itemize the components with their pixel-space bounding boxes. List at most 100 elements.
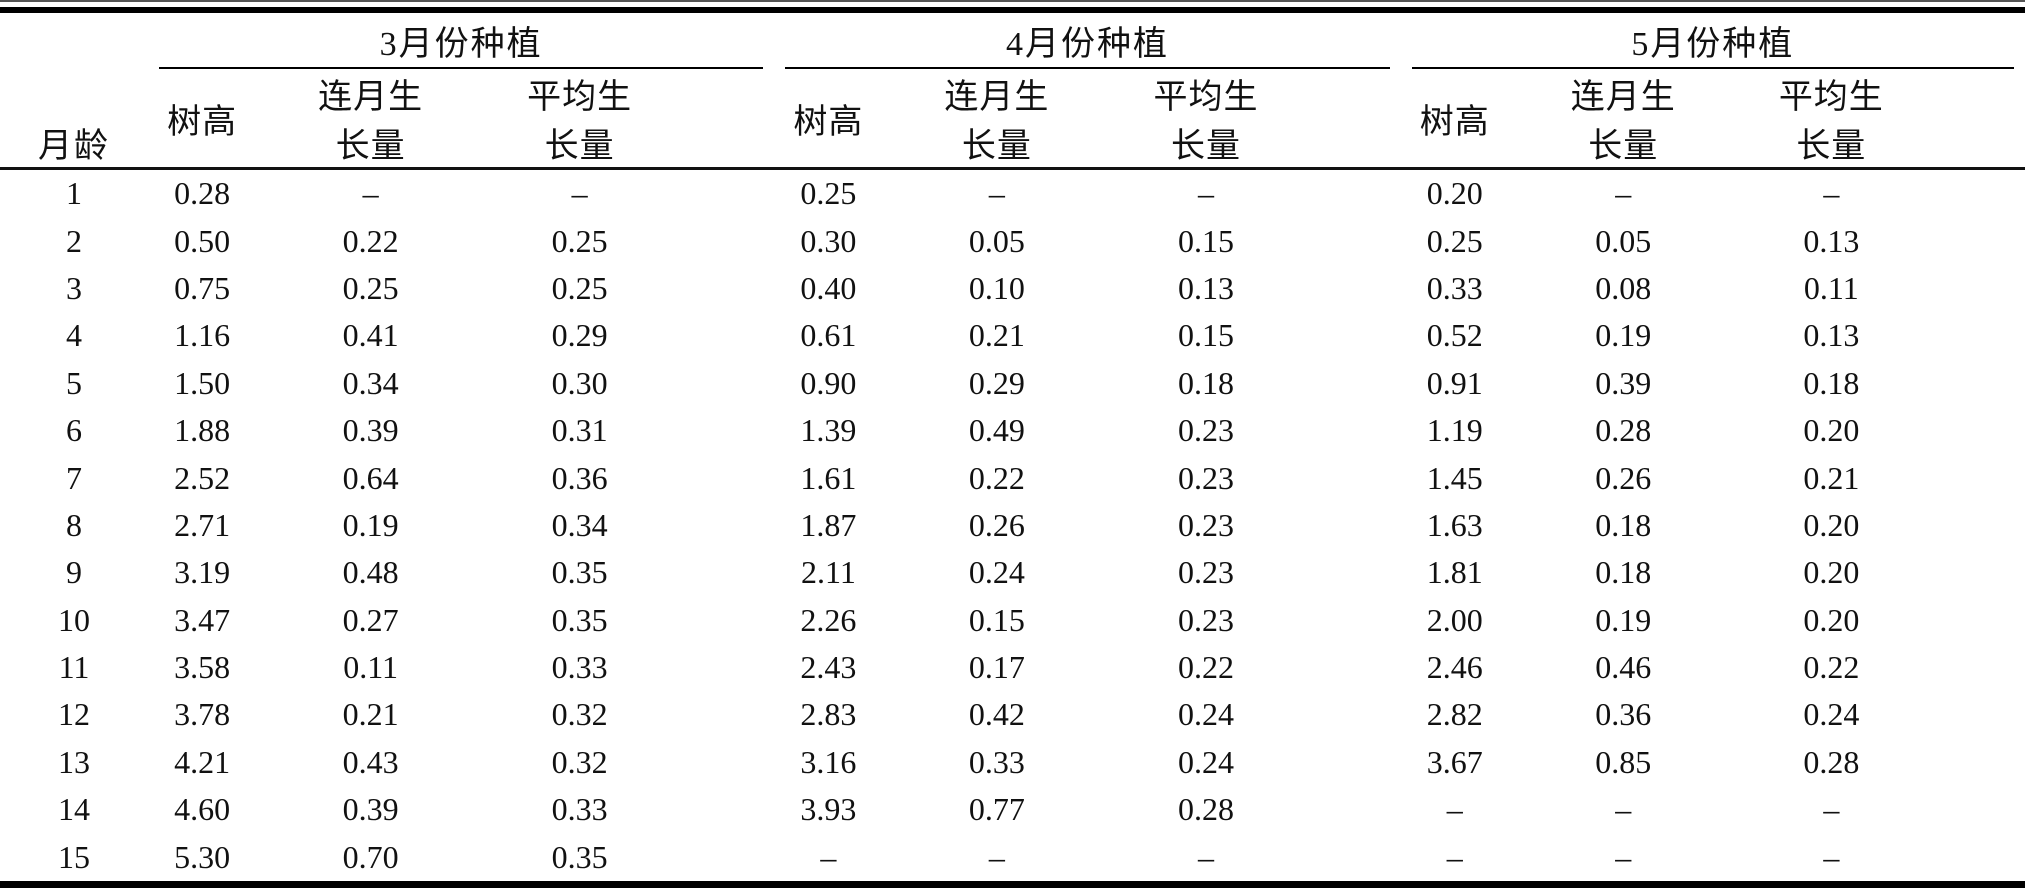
value-cell: 0.10 — [968, 269, 1025, 306]
subheader-april-monthly-growth: 连月生长量 — [944, 79, 1050, 165]
month-age-cell: 14 — [57, 791, 90, 828]
table-row: 15 5.30 0.70 0.35 – – – – – – — [0, 833, 2025, 884]
value-cell: 0.13 — [1177, 269, 1234, 306]
value-cell: 0.46 — [1595, 649, 1652, 686]
value-cell: 2.52 — [174, 459, 231, 496]
value-cell: 0.28 — [1803, 743, 1860, 780]
value-cell: 0.64 — [342, 459, 399, 496]
value-cell: 0.35 — [551, 601, 608, 638]
value-cell: 0.35 — [551, 838, 608, 875]
subheader-april-average-growth: 平均生长量 — [1153, 79, 1259, 165]
table-row: 8 2.71 0.19 0.34 1.87 0.26 0.23 1.63 0.18 0.20 — [0, 502, 2025, 549]
value-cell: 0.15 — [1177, 317, 1234, 354]
value-cell: 0.18 — [1595, 506, 1652, 543]
group-header-may-label: 5月份种植 — [1411, 13, 2014, 69]
value-cell: 0.26 — [968, 506, 1025, 543]
table-row: 1 0.28 – – 0.25 – – 0.20 – – — [0, 169, 2025, 218]
value-cell: 0.20 — [1803, 412, 1860, 449]
value-cell: 3.58 — [174, 649, 231, 686]
value-cell: 0.27 — [342, 601, 399, 638]
value-cell: 0.49 — [968, 412, 1025, 449]
value-cell: 0.20 — [1426, 175, 1483, 212]
group-header-may: 5月份种植 — [1401, 10, 2025, 69]
value-cell: 0.05 — [1595, 222, 1652, 259]
value-cell: 0.77 — [968, 791, 1025, 828]
value-cell: 0.22 — [342, 222, 399, 259]
value-cell: 0.32 — [551, 696, 608, 733]
top-hairline-rule — [0, 0, 2025, 2]
value-cell: 4.60 — [174, 791, 231, 828]
value-cell: 0.31 — [551, 412, 608, 449]
value-cell: 0.34 — [342, 364, 399, 401]
group-header-april-label: 4月份种植 — [785, 13, 1390, 69]
value-cell: 1.50 — [174, 364, 231, 401]
value-cell: – — [1615, 175, 1632, 212]
value-cell: 2.00 — [1426, 601, 1483, 638]
month-age-cell: 10 — [57, 601, 90, 638]
table-row: 10 3.47 0.27 0.35 2.26 0.15 0.23 2.00 0.19 0.20 — [0, 597, 2025, 644]
subheader-march-monthly-growth: 连月生长量 — [318, 79, 424, 165]
value-cell: 0.39 — [1595, 364, 1652, 401]
table-row: 2 0.50 0.22 0.25 0.30 0.05 0.15 0.25 0.05 0.13 — [0, 217, 2025, 264]
value-cell: 0.39 — [342, 412, 399, 449]
value-cell: 3.78 — [174, 696, 231, 733]
value-cell: 0.26 — [1595, 459, 1652, 496]
growth-data-table: 月龄 3月份种植 4月份种植 5月份种植 树高 连月生长量 平均生长量 树高 连… — [0, 7, 2025, 888]
table-row: 6 1.88 0.39 0.31 1.39 0.49 0.23 1.19 0.28 0.20 — [0, 407, 2025, 454]
value-cell: 0.18 — [1595, 554, 1652, 591]
subheader-march-average-growth: 平均生长量 — [527, 79, 633, 165]
value-cell: 0.36 — [551, 459, 608, 496]
value-cell: 0.20 — [1803, 506, 1860, 543]
table-row: 13 4.21 0.43 0.32 3.16 0.33 0.24 3.67 0.85 0.28 — [0, 739, 2025, 786]
value-cell: 0.40 — [800, 269, 857, 306]
value-cell: 0.13 — [1803, 222, 1860, 259]
month-age-cell: 2 — [65, 222, 82, 259]
value-cell: 0.33 — [1426, 269, 1483, 306]
month-age-cell: 12 — [57, 696, 90, 733]
value-cell: 0.20 — [1803, 601, 1860, 638]
subcolumn-header-row: 树高 连月生长量 平均生长量 树高 连月生长量 平均生长量 树高 连月生长量 平… — [0, 69, 2025, 169]
value-cell: 0.91 — [1426, 364, 1483, 401]
value-cell: 0.23 — [1177, 601, 1234, 638]
value-cell: 2.43 — [800, 649, 857, 686]
month-age-cell: 11 — [58, 649, 90, 686]
group-header-march-label: 3月份种植 — [158, 13, 764, 69]
value-cell: 0.36 — [1595, 696, 1652, 733]
value-cell: 0.33 — [551, 649, 608, 686]
group-header-march: 3月份种植 — [148, 10, 774, 69]
corner-header-month-age: 月龄 — [37, 128, 110, 165]
value-cell: – — [1823, 838, 1840, 875]
value-cell: 0.33 — [968, 743, 1025, 780]
value-cell: 0.19 — [1595, 601, 1652, 638]
value-cell: 1.63 — [1426, 506, 1483, 543]
value-cell: 0.21 — [968, 317, 1025, 354]
value-cell: 1.88 — [174, 412, 231, 449]
value-cell: 3.19 — [174, 554, 231, 591]
value-cell: 0.11 — [343, 649, 398, 686]
group-header-row: 月龄 3月份种植 4月份种植 5月份种植 — [0, 10, 2025, 165]
group-header-april: 4月份种植 — [774, 10, 1400, 69]
value-cell: 1.39 — [800, 412, 857, 449]
value-cell: 0.48 — [342, 554, 399, 591]
value-cell: 0.19 — [342, 506, 399, 543]
subheader-april-tree-height: 树高 — [793, 103, 864, 141]
value-cell: – — [820, 838, 837, 875]
table-body: 1 0.28 – – 0.25 – – 0.20 – – 2 0.50 0.22 0.25 0.30 0.05… — [0, 169, 2025, 885]
value-cell: – — [1197, 838, 1214, 875]
value-cell: 0.22 — [1803, 649, 1860, 686]
value-cell: 2.83 — [800, 696, 857, 733]
value-cell: – — [1446, 838, 1463, 875]
value-cell: 1.16 — [174, 317, 231, 354]
month-age-cell: 9 — [65, 554, 82, 591]
value-cell: 0.24 — [968, 554, 1025, 591]
month-age-cell: 5 — [65, 364, 82, 401]
value-cell: 2.11 — [801, 554, 856, 591]
value-cell: 0.23 — [1177, 554, 1234, 591]
value-cell: 0.19 — [1595, 317, 1652, 354]
value-cell: 0.18 — [1177, 364, 1234, 401]
value-cell: 3.47 — [174, 601, 231, 638]
value-cell: 0.11 — [1803, 269, 1859, 306]
value-cell: 4.21 — [174, 743, 231, 780]
value-cell: – — [571, 175, 588, 212]
value-cell: 0.28 — [1177, 791, 1234, 828]
